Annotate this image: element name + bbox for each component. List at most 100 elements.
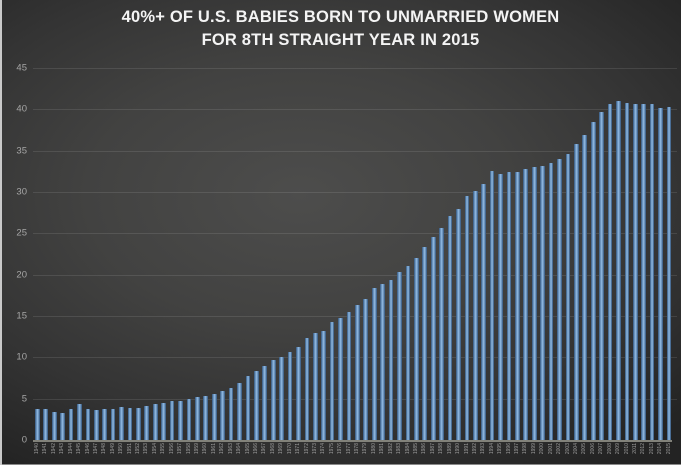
x-axis-tick-label: 1981 [379,443,386,455]
x-axis-tick: 1998 [522,443,529,461]
x-axis-tick-label: 1944 [67,443,74,455]
x-axis-tick: 1980 [370,443,377,461]
x-axis-tick-label: 1949 [109,443,116,455]
x-axis-tick-label: 1970 [286,443,293,455]
x-axis-tick-label: 1982 [387,443,394,455]
x-axis-tick-label: 2003 [564,443,571,455]
x-axis-tick-label: 1942 [50,443,57,455]
bar [515,172,520,440]
bar [270,359,276,440]
x-axis-tick: 1969 [278,443,284,461]
bar [430,237,436,440]
x-axis-tick-label: 1953 [143,443,150,455]
y-axis-tick-label: 10 [16,351,27,363]
x-axis-tick-label: 2002 [556,443,563,455]
y-axis-tick-label: 45 [16,62,27,74]
x-axis-tick: 1996 [506,443,512,461]
bar [582,134,588,440]
x-axis-tick-label: 2009 [615,443,622,455]
x-axis-tick: 1968 [269,443,276,461]
bar [338,317,343,440]
x-axis-tick: 1967 [261,443,267,461]
x-axis-tick-label: 1998 [522,443,529,455]
x-axis-tick: 1972 [304,443,310,461]
x-axis-tick-label: 1940 [34,443,40,455]
x-axis-tick: 1983 [396,443,402,461]
bar [632,103,638,440]
x-axis-tick: 1949 [109,443,116,461]
bar [220,391,225,440]
x-axis-tick-label: 1948 [101,443,108,455]
x-axis-tick: 1988 [438,443,445,461]
x-axis-tick: 1952 [135,443,141,461]
x-axis-tick: 1957 [177,443,183,461]
x-axis-tick: 1956 [169,443,175,461]
x-axis-tick-label: 1985 [412,443,419,455]
x-axis-tick: 1976 [337,443,343,461]
bar [287,351,293,440]
x-axis-tick: 1943 [59,443,65,461]
bar [574,144,579,440]
chart-title-line2: FOR 8TH STRAIGHT YEAR IN 2015 [201,31,480,49]
gridline [33,109,677,111]
x-axis-tick-label: 1997 [514,443,521,455]
x-axis-tick: 1991 [464,443,470,461]
x-axis-tick-label: 2013 [648,443,655,455]
bar [60,412,65,440]
x-axis-tick-label: 1987 [429,443,436,455]
bar [616,101,621,440]
y-axis-tick-label: 40 [16,103,27,115]
x-axis-tick: 2009 [615,443,622,461]
x-axis-tick-label: 1980 [370,443,377,455]
bar [304,337,310,440]
x-axis-tick-label: 1990 [455,443,462,455]
x-axis-tick-label: 1988 [438,443,445,455]
bar [195,397,200,440]
x-axis-tick-label: 2001 [547,443,554,455]
x-axis-tick-label: 1945 [76,443,83,455]
x-axis-tick: 1941 [42,443,48,461]
x-axis-tick-label: 1963 [227,443,234,455]
x-axis-tick: 1964 [236,443,242,461]
x-axis-tick: 1961 [211,443,217,461]
bar [397,272,402,440]
bar [203,396,209,440]
bar [540,165,545,440]
x-axis-tick-label: 1968 [269,443,276,455]
x-axis-tick: 1997 [514,443,521,461]
x-axis-tick: 2004 [573,443,579,461]
x-axis-tick-label: 2011 [631,443,638,454]
bar [346,311,352,440]
x-axis-tick-label: 1978 [354,443,361,455]
x-axis-tick: 1979 [362,443,368,461]
bar [666,106,672,440]
x-axis-tick-label: 1974 [320,443,327,455]
x-axis-tick: 1940 [34,443,40,461]
x-axis-tick: 2015 [666,443,672,461]
x-axis-tick: 1992 [472,443,478,461]
bar [456,208,461,440]
x-axis-tick-label: 1962 [219,443,226,455]
bar [388,279,394,440]
x-axis-tick: 1945 [76,443,83,461]
x-axis-tick-label: 1960 [202,443,209,455]
bar [607,104,613,440]
gridline [33,357,677,359]
bar [237,382,242,440]
x-axis-tick-label: 1946 [84,443,91,455]
x-axis-tick: 2013 [648,443,655,461]
bar [68,408,74,440]
x-axis-tick: 2007 [598,443,604,461]
bar [186,398,192,440]
bar [413,258,419,440]
bar [506,172,512,440]
bar [178,401,183,440]
x-axis-tick: 1981 [379,443,386,461]
x-axis-tick: 2006 [590,443,596,461]
bar [658,107,663,440]
bar [127,407,133,440]
bar [35,408,40,440]
bar [136,407,141,440]
x-axis-tick: 1975 [329,443,335,461]
y-axis-tick-label: 30 [16,186,27,198]
